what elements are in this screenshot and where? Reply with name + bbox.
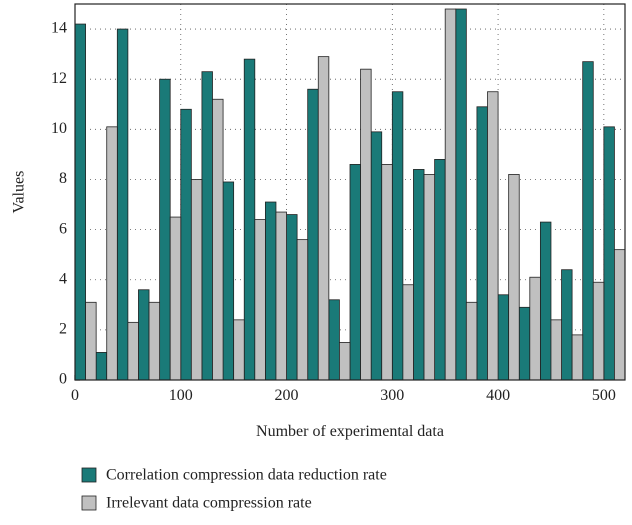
legend-label: Correlation compression data reduction r… <box>106 467 387 484</box>
bar <box>180 108 192 381</box>
y-tick-label: 12 <box>51 70 67 87</box>
bar <box>360 68 372 381</box>
y-tick-label: 14 <box>51 20 67 37</box>
y-tick-label: 6 <box>59 220 67 237</box>
bar <box>476 106 488 381</box>
bar <box>243 58 256 381</box>
bar <box>328 299 340 381</box>
bar <box>592 281 605 381</box>
legend-swatch <box>81 495 97 511</box>
bar <box>286 214 298 381</box>
bar <box>518 306 531 381</box>
bar <box>201 71 213 381</box>
y-tick-label: 2 <box>59 321 67 338</box>
bar <box>169 216 182 381</box>
bar <box>190 179 203 381</box>
bar <box>539 221 552 381</box>
x-tick-label: 400 <box>486 387 510 404</box>
bar <box>95 352 108 381</box>
bar <box>444 8 457 381</box>
bar <box>413 169 425 381</box>
bar <box>455 8 467 381</box>
bar <box>264 201 277 381</box>
bar <box>508 174 520 381</box>
bar <box>307 88 319 381</box>
bar <box>254 219 266 381</box>
bar <box>381 164 393 381</box>
bar <box>582 61 594 381</box>
bar <box>614 249 626 381</box>
plot-frame <box>74 3 626 381</box>
bar <box>349 164 361 381</box>
x-tick-label: 500 <box>592 387 616 404</box>
bar <box>529 276 541 381</box>
bar <box>127 321 139 381</box>
bar <box>212 98 224 381</box>
bar <box>550 319 562 381</box>
bar <box>603 126 615 381</box>
y-tick-label: 10 <box>51 120 67 137</box>
legend-label: Irrelevant data compression rate <box>106 495 312 512</box>
bar <box>159 78 171 381</box>
bar <box>233 319 245 381</box>
bar <box>339 341 351 381</box>
y-tick-label: 4 <box>59 270 67 287</box>
y-tick-label: 0 <box>59 371 67 388</box>
legend-swatch <box>81 467 97 483</box>
bar <box>487 91 499 381</box>
bar <box>106 126 118 381</box>
x-tick-label: 200 <box>275 387 299 404</box>
bar <box>148 301 161 381</box>
bar <box>85 301 97 381</box>
bar <box>296 239 309 381</box>
bar <box>74 23 86 381</box>
bar <box>317 56 330 381</box>
bar <box>370 131 383 381</box>
bar <box>116 28 129 381</box>
bar <box>138 289 150 381</box>
bar <box>222 181 235 381</box>
bar <box>402 284 414 381</box>
bar <box>465 301 478 381</box>
bar <box>434 159 446 381</box>
bar <box>571 334 584 381</box>
y-tick-label: 8 <box>59 170 67 187</box>
bar <box>497 294 510 381</box>
bar <box>275 211 287 381</box>
x-tick-label: 100 <box>169 387 193 404</box>
x-axis-label: Number of experimental data <box>256 423 444 440</box>
x-tick-label: 300 <box>380 387 404 404</box>
y-axis-label: Values <box>11 171 28 214</box>
bar <box>561 269 573 381</box>
bar <box>423 174 436 381</box>
bar <box>391 91 404 381</box>
x-tick-label: 0 <box>71 387 79 404</box>
